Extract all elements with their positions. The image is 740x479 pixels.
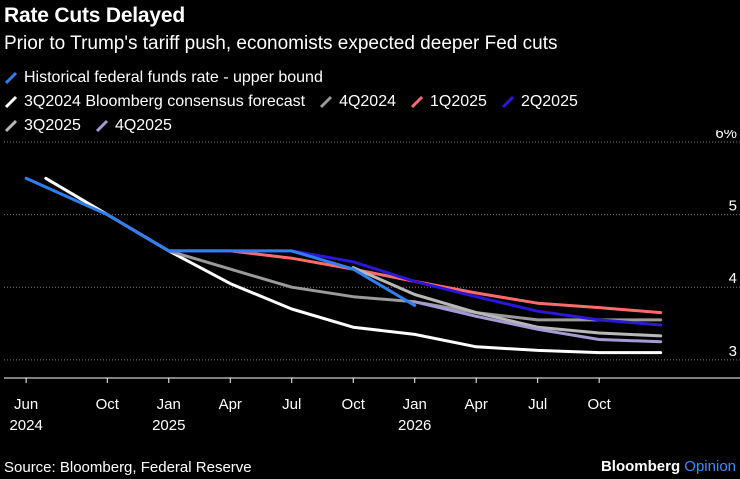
legend-swatch-line <box>410 95 424 109</box>
legend-label-2q2025: 2Q2025 <box>520 93 578 110</box>
legend-swatch-4q2024 <box>320 95 333 109</box>
legend-swatch-3q2025 <box>4 119 18 133</box>
line-chart: 6% 5 4 3 Jun 2024 Oct Jan 2025 Apr Jul Oct Jan 2026 Ap… <box>4 130 740 434</box>
legend-item-2q2025: 2Q2025 <box>501 90 578 114</box>
brand-suffix: Opinion <box>684 458 736 475</box>
chart-title: Rate Cuts Delayed <box>4 4 185 27</box>
legend-swatch-4q2025 <box>95 119 108 133</box>
axes: 6% 5 4 3 Jun 2024 Oct Jan 2025 Apr Jul Oct Jan 2026 Ap… <box>4 130 740 434</box>
x-tick-label: Jul <box>282 396 301 413</box>
legend-label-3q2025: 3Q2025 <box>24 117 81 134</box>
legend-label-historical: Historical federal funds rate - upper bo… <box>24 69 323 86</box>
x-tick-year-label: 2024 <box>9 417 42 434</box>
series-line-1 <box>167 249 663 322</box>
legend-row-1: Historical federal funds rate - upper bo… <box>4 66 724 90</box>
x-tick-year-label: 2026 <box>398 417 431 434</box>
legend-swatch-line <box>4 119 18 133</box>
chart-subtitle: Prior to Trump's tariff push, economists… <box>4 33 558 54</box>
x-tick-year-label: 2025 <box>152 417 185 434</box>
legend-label-4q2025: 4Q2025 <box>114 117 172 134</box>
source-note: Source: Bloomberg, Federal Reserve <box>4 459 252 476</box>
legend: Historical federal funds rate - upper bo… <box>4 66 724 138</box>
legend-item-historical: Historical federal funds rate - upper bo… <box>4 66 323 90</box>
series-line-4 <box>351 266 663 338</box>
legend-swatch-line <box>4 95 18 109</box>
x-tick-label: Oct <box>96 396 120 413</box>
series-line-5 <box>413 300 663 344</box>
brand-logo: Bloomberg Opinion <box>601 458 736 475</box>
legend-item-3q2025: 3Q2025 <box>4 114 81 138</box>
legend-item-4q2024: 4Q2024 <box>319 90 396 114</box>
y-tick-label: 6% <box>715 130 737 142</box>
legend-swatch-historical <box>4 71 18 85</box>
x-tick-label: Apr <box>465 396 488 413</box>
x-tick-label: Jan <box>157 396 181 413</box>
x-tick-label: Oct <box>342 396 366 413</box>
y-tick-label: 4 <box>729 270 737 287</box>
x-tick-label: Apr <box>219 396 242 413</box>
x-tick-label: Jul <box>528 396 547 413</box>
legend-label-4q2024: 4Q2024 <box>339 93 396 110</box>
legend-swatch-line <box>320 95 333 109</box>
legend-swatch-3q2024 <box>4 95 18 109</box>
legend-swatch-2q2025 <box>501 95 514 109</box>
legend-item-3q2024: 3Q2024 Bloomberg consensus forecast <box>4 90 305 114</box>
legend-label-1q2025: 1Q2025 <box>430 93 487 110</box>
legend-swatch-1q2025 <box>410 95 424 109</box>
legend-item-1q2025: 1Q2025 <box>410 90 487 114</box>
legend-row-3: 3Q2025 4Q2025 <box>4 114 724 138</box>
x-tick-label: Oct <box>587 396 611 413</box>
series-lines <box>24 176 663 355</box>
brand-name: Bloomberg <box>600 458 681 475</box>
gridlines <box>4 141 740 361</box>
x-tick-label: Jan <box>403 396 427 413</box>
legend-swatch-line <box>501 95 514 109</box>
y-tick-label: 3 <box>729 343 737 360</box>
legend-swatch-line <box>95 119 108 133</box>
series-line-0 <box>44 176 663 355</box>
legend-row-2: 3Q2024 Bloomberg consensus forecast 4Q20… <box>4 90 724 114</box>
y-tick-label: 5 <box>729 198 737 215</box>
legend-label-3q2024: 3Q2024 Bloomberg consensus forecast <box>24 93 306 110</box>
x-tick-label: Jun <box>14 396 38 413</box>
legend-item-4q2025: 4Q2025 <box>95 114 172 138</box>
series-line-6 <box>24 176 417 307</box>
legend-swatch-line <box>4 71 18 85</box>
